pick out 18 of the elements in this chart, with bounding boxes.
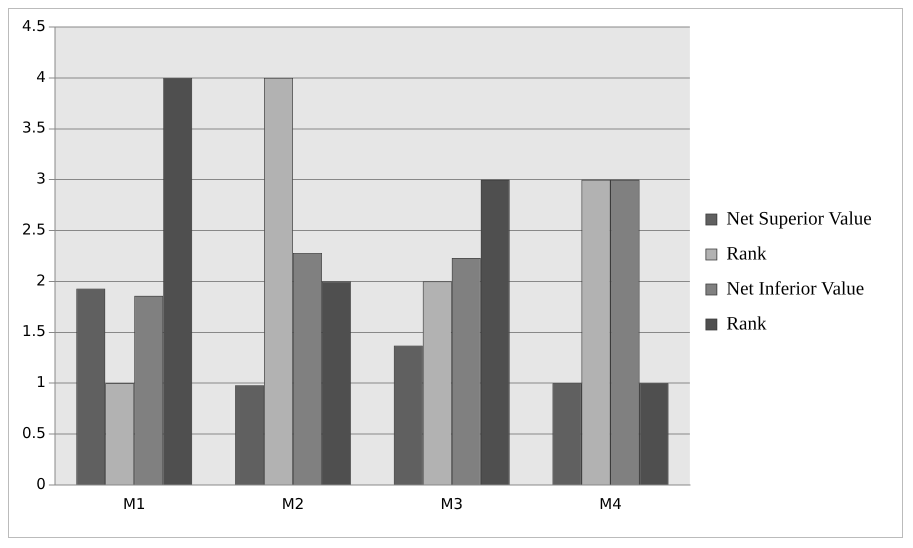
legend-label: Rank — [726, 313, 767, 334]
y-tick-label: 4.5 — [22, 16, 46, 35]
x-tick-label: M4 — [599, 494, 622, 513]
x-tick-label: M2 — [282, 494, 304, 513]
y-tick-label: 1 — [36, 373, 46, 392]
legend-label: Net Superior Value — [726, 208, 872, 230]
legend-label: Rank — [726, 243, 767, 264]
y-tick-label: 1.5 — [22, 322, 46, 340]
y-tick-label: 3 — [36, 170, 46, 188]
y-tick-label: 2.5 — [22, 220, 46, 238]
y-tick-label: 2 — [36, 271, 46, 290]
y-tick-label: 3.5 — [22, 118, 46, 137]
y-tick-label: 4 — [36, 68, 46, 86]
y-tick-label: 0 — [36, 474, 46, 493]
x-tick-label: M1 — [122, 494, 146, 513]
y-tick-label: 0.5 — [22, 424, 46, 442]
legend-label: Net Inferior Value — [726, 278, 864, 300]
x-tick-label: M3 — [440, 494, 463, 513]
